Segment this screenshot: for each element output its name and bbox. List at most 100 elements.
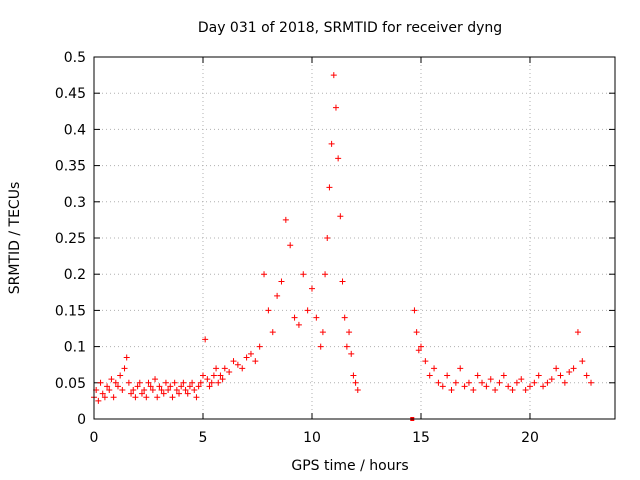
data-point	[561, 379, 568, 386]
data-point	[465, 379, 472, 386]
data-point	[269, 329, 276, 336]
data-point	[535, 372, 542, 379]
data-point	[162, 379, 169, 386]
data-point	[114, 383, 121, 390]
y-tick-label: 0.35	[55, 159, 86, 175]
data-point	[531, 379, 538, 386]
data-point	[287, 242, 294, 249]
x-tick-label: 10	[303, 430, 321, 446]
data-point	[191, 387, 198, 394]
data-point	[110, 394, 117, 401]
data-point	[452, 379, 459, 386]
data-point	[332, 104, 339, 111]
data-point	[117, 372, 124, 379]
data-point	[130, 387, 137, 394]
data-point	[193, 394, 200, 401]
data-point	[487, 376, 494, 383]
y-tick-label: 0.1	[64, 340, 86, 356]
data-point	[101, 394, 108, 401]
data-point	[186, 383, 193, 390]
x-tick-label: 20	[521, 430, 539, 446]
data-point	[505, 383, 512, 390]
y-tick-label: 0.45	[55, 86, 86, 102]
data-point	[108, 376, 115, 383]
y-tick-label: 0.15	[55, 303, 86, 319]
chart-title: Day 031 of 2018, SRMTID for receiver dyn…	[198, 20, 502, 36]
data-point	[346, 329, 353, 336]
plot-frame	[93, 56, 616, 420]
data-point	[354, 387, 361, 394]
data-point	[326, 184, 333, 191]
data-point	[570, 365, 577, 372]
data-point	[247, 350, 254, 357]
data-point	[330, 72, 337, 79]
data-point	[278, 278, 285, 285]
data-point	[548, 376, 555, 383]
data-point	[243, 354, 250, 361]
data-point	[274, 292, 281, 299]
data-point	[204, 376, 211, 383]
y-axis-label: SRMTID / TECUs	[7, 182, 23, 295]
data-point	[145, 379, 152, 386]
data-point	[160, 390, 167, 397]
data-point	[422, 358, 429, 365]
y-tick-label: 0.3	[64, 195, 86, 211]
y-tick-label: 0.25	[55, 231, 86, 247]
data-point	[492, 387, 499, 394]
data-point	[97, 379, 104, 386]
x-tick-label: 15	[412, 430, 430, 446]
data-point	[522, 387, 529, 394]
data-point	[509, 387, 516, 394]
data-point	[444, 372, 451, 379]
data-point	[526, 383, 533, 390]
data-point	[413, 329, 420, 336]
data-point	[119, 387, 126, 394]
data-point	[167, 383, 174, 390]
data-point	[431, 365, 438, 372]
grid-layer	[94, 57, 615, 419]
data-point	[337, 213, 344, 220]
data-point	[256, 343, 263, 350]
data-point	[483, 383, 490, 390]
data-point	[136, 379, 143, 386]
data-point	[461, 383, 468, 390]
data-point	[149, 387, 156, 394]
data-point	[234, 361, 241, 368]
data-point	[300, 271, 307, 278]
data-point	[411, 307, 418, 314]
data-point	[132, 394, 139, 401]
data-point	[125, 379, 132, 386]
data-point	[348, 350, 355, 357]
data-point	[579, 358, 586, 365]
data-point	[574, 329, 581, 336]
data-point	[219, 376, 226, 383]
data-point	[138, 390, 145, 397]
data-point	[304, 307, 311, 314]
data-point	[154, 394, 161, 401]
data-point	[415, 347, 422, 354]
x-tick-label: 0	[90, 430, 99, 446]
data-point	[417, 343, 424, 350]
x-axis-label: GPS time / hours	[291, 458, 408, 474]
x-tick-label: 5	[199, 430, 208, 446]
data-point	[265, 307, 272, 314]
points-layer	[91, 72, 595, 421]
data-point	[182, 387, 189, 394]
data-point	[178, 383, 185, 390]
data-point	[352, 379, 359, 386]
data-point	[457, 365, 464, 372]
data-point	[308, 285, 315, 292]
data-point	[104, 383, 111, 390]
data-point	[173, 387, 180, 394]
data-point	[208, 379, 215, 386]
data-point	[474, 372, 481, 379]
data-point	[317, 343, 324, 350]
data-point	[319, 329, 326, 336]
data-point	[328, 140, 335, 147]
data-point	[147, 383, 154, 390]
data-point	[213, 365, 220, 372]
data-point	[176, 390, 183, 397]
y-tick-label: 0.2	[64, 267, 86, 283]
data-point	[566, 368, 573, 375]
